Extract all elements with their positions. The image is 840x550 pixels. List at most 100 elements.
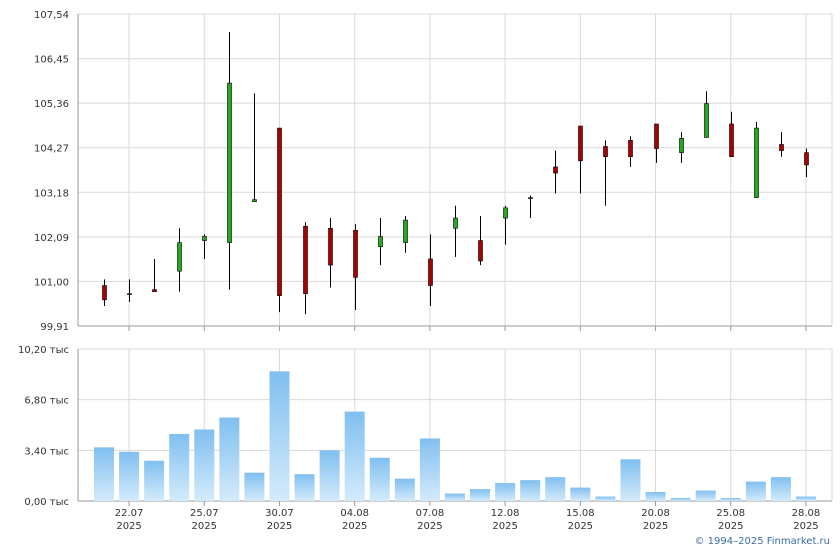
- volume-bar: [795, 496, 816, 501]
- price-tick-label: 99,91: [40, 322, 69, 333]
- candle: [478, 216, 483, 266]
- date-tick-label: 28.08: [792, 508, 821, 519]
- volume-bar: [269, 371, 290, 501]
- candle-body: [804, 152, 809, 166]
- volume-bar: [645, 492, 666, 501]
- candle-body: [227, 82, 232, 243]
- candle-body: [729, 123, 734, 158]
- finmarket-credit-link[interactable]: © 1994–2025 Finmarket.ru: [694, 536, 830, 547]
- candle: [779, 132, 784, 157]
- candle: [102, 279, 107, 306]
- candle: [704, 91, 709, 138]
- volume-bar: [419, 438, 440, 501]
- candle-body: [328, 227, 333, 266]
- candle: [202, 234, 207, 259]
- price-tick-label: 102,09: [34, 233, 69, 244]
- date-tick-label: 12.08: [491, 508, 520, 519]
- candle-body: [102, 285, 107, 301]
- volume-bar: [720, 498, 741, 501]
- candle: [754, 121, 759, 198]
- candle: [804, 148, 809, 178]
- volume-bar: [470, 489, 491, 501]
- candle: [603, 140, 608, 206]
- price-tick-label: 104,27: [34, 144, 69, 155]
- volume-panel-grid: [78, 348, 832, 502]
- year-tick-label: 2025: [267, 521, 292, 532]
- candle: [303, 222, 308, 315]
- candle-body: [428, 258, 433, 286]
- candle-body: [252, 199, 257, 202]
- price-tick-label: 107,54: [34, 10, 69, 21]
- volume-tick-label: 6,80 тыс: [24, 396, 69, 407]
- year-tick-label: 2025: [116, 521, 141, 532]
- candle-body: [202, 236, 207, 241]
- candle-body: [353, 230, 358, 278]
- date-tick-label: 07.08: [416, 508, 445, 519]
- volume-tick-label: 0,00 тыс: [24, 497, 69, 508]
- volume-bar: [595, 496, 616, 501]
- candle: [578, 125, 583, 194]
- candle-body: [553, 166, 558, 174]
- volume-bar: [695, 490, 716, 501]
- date-tick-label: 25.08: [716, 508, 745, 519]
- volume-bar: [745, 481, 766, 501]
- candle-body: [303, 225, 308, 294]
- candle: [127, 279, 132, 302]
- candle: [177, 228, 182, 292]
- date-tick-label: 22.07: [115, 508, 144, 519]
- date-tick-label: 25.07: [190, 508, 219, 519]
- price-tick-label: 106,45: [34, 55, 69, 66]
- candle: [152, 258, 157, 292]
- volume-bar: [444, 493, 465, 501]
- candle: [528, 195, 533, 219]
- volume-bar: [344, 411, 365, 501]
- volume-bar: [394, 478, 415, 501]
- candle: [403, 216, 408, 253]
- volume-bar: [119, 451, 140, 501]
- year-tick-label: 2025: [718, 521, 743, 532]
- volume-bar: [770, 477, 791, 501]
- candle-body: [453, 217, 458, 229]
- candle-body: [679, 138, 684, 153]
- volume-bar: [194, 429, 215, 501]
- volume-bar: [369, 457, 390, 501]
- volume-bar: [144, 460, 165, 501]
- candle: [628, 136, 633, 167]
- candle-body: [152, 289, 157, 292]
- date-tick-label: 30.07: [265, 508, 294, 519]
- volume-bar: [169, 433, 190, 501]
- volume-bar: [520, 480, 541, 501]
- volume-tick-label: 10,20 тыс: [18, 345, 69, 356]
- year-tick-label: 2025: [492, 521, 517, 532]
- candle: [553, 150, 558, 194]
- price-tick-label: 103,18: [34, 188, 69, 199]
- candle: [227, 31, 232, 290]
- volume-bar: [545, 477, 566, 501]
- volume-bar: [244, 472, 265, 501]
- price-tick-label: 105,36: [34, 99, 69, 110]
- volume-bar: [319, 450, 340, 501]
- year-tick-label: 2025: [192, 521, 217, 532]
- volume-bar: [219, 417, 240, 501]
- year-tick-label: 2025: [342, 521, 367, 532]
- candle: [428, 234, 433, 306]
- candle: [277, 127, 282, 313]
- price-candlestick-series: [102, 31, 809, 315]
- price-y-axis: 107,54 106,45 105,36 104,27 103,18 102,09 101,…: [34, 10, 833, 333]
- volume-bar: [670, 498, 691, 501]
- date-tick-label: 20.08: [641, 508, 670, 519]
- volume-bar: [570, 487, 591, 501]
- candle-body: [503, 207, 508, 219]
- candle-body: [378, 236, 383, 247]
- date-tick-label: 04.08: [340, 508, 369, 519]
- candle: [729, 111, 734, 158]
- year-tick-label: 2025: [643, 521, 668, 532]
- year-tick-label: 2025: [793, 521, 818, 532]
- date-x-axis: 22.07 2025 25.07 2025 30.07 2025 04.08 2025 07.0…: [115, 501, 821, 532]
- candle: [252, 93, 257, 202]
- volume-bar-series: [94, 371, 816, 501]
- candle: [679, 132, 684, 163]
- candle-body: [628, 140, 633, 158]
- date-tick-label: 15.08: [566, 508, 595, 519]
